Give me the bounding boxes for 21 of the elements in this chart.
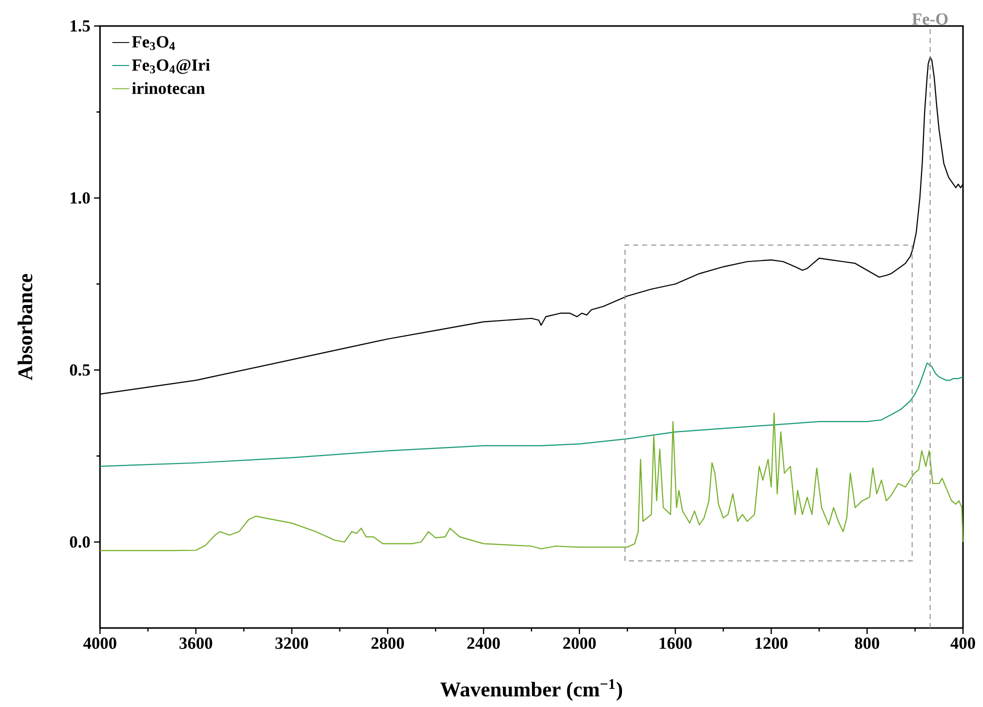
- legend-label: irinotecan: [132, 82, 205, 94]
- ref-line-label: Fe-O: [912, 13, 948, 25]
- x-tick-label: 3600: [180, 638, 212, 649]
- x-tick-label: 4000: [83, 638, 116, 649]
- x-tick-label: 400: [950, 638, 976, 649]
- y-tick-label: 1.0: [70, 192, 90, 204]
- legend-label: Fe$_{3}$O$_{4}$: [132, 36, 175, 50]
- y-axis-title: Absorbance: [18, 274, 32, 380]
- x-tick-label: 1200: [756, 638, 788, 649]
- x-tick-label: 1600: [660, 638, 692, 649]
- y-tick-label: 0.0: [70, 536, 90, 548]
- y-tick-label: 0.5: [70, 364, 90, 376]
- y-tick-label: 1.5: [70, 20, 90, 32]
- x-tick-label: 800: [854, 638, 880, 649]
- x-tick-label: 2800: [371, 638, 404, 649]
- x-axis-title: Wavenumber (cm$^{−1}$): [440, 679, 622, 701]
- legend-label: Fe$_{3}$O$_{4}$@Iri: [132, 58, 210, 74]
- line-series: [99, 362, 964, 467]
- x-tick-label: 2400: [467, 638, 500, 649]
- x-tick-label: 2000: [563, 638, 596, 649]
- x-tick-label: 3200: [275, 638, 308, 649]
